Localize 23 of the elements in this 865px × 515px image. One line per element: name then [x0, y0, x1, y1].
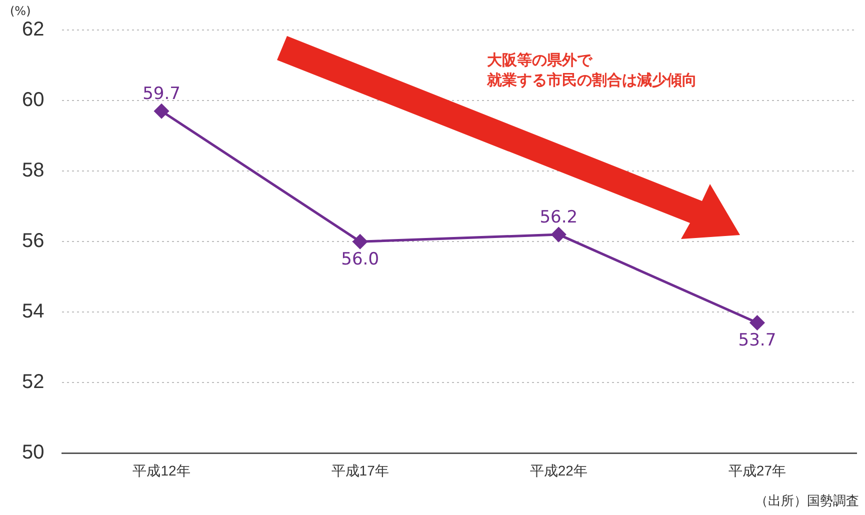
x-tick-label: 平成17年 — [331, 462, 389, 478]
data-label: 53.7 — [738, 330, 776, 351]
y-tick-label: 52 — [22, 371, 44, 394]
point — [551, 227, 566, 242]
annotation: 大阪等の県外で — [487, 50, 592, 70]
annotation: 就業する市民の割合は減少傾向 — [487, 70, 697, 90]
x-tick-label: 平成22年 — [530, 462, 588, 478]
text: （出所）国勢調査 — [755, 493, 859, 510]
point — [750, 315, 764, 330]
y-tick-label: 54 — [22, 300, 44, 323]
y-tick-label: 58 — [22, 160, 44, 182]
data-label: 59.7 — [142, 84, 180, 104]
y-axis-title: (%) — [10, 4, 31, 18]
y-tick-label: 60 — [22, 89, 44, 112]
x-tick-label: 平成27年 — [728, 462, 786, 478]
data-label: 56.0 — [341, 250, 380, 270]
data-label: 56.2 — [540, 207, 578, 228]
y-tick-label: 50 — [22, 442, 44, 464]
point — [154, 104, 169, 118]
y-tick-label: 62 — [22, 18, 44, 41]
point — [352, 234, 368, 249]
x-tick-label: 平成12年 — [132, 462, 190, 478]
y-tick-label: 56 — [22, 230, 44, 252]
